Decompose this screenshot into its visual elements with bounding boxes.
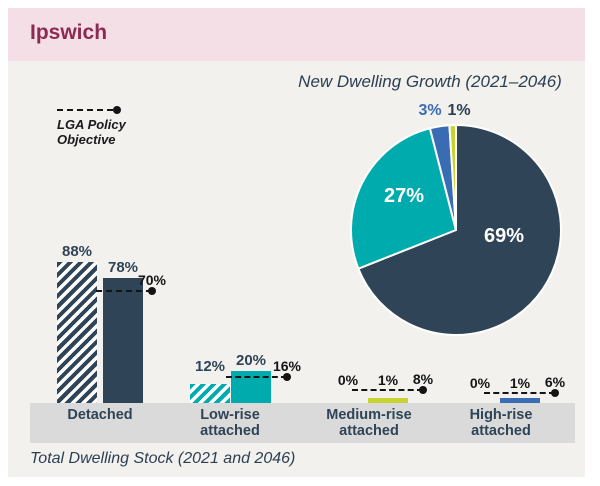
- category-label-low-rise-attached: Low-rise attached: [200, 407, 260, 439]
- value-label-detached-2046: 78%: [107, 259, 139, 276]
- pie-slice-detached: [357, 124, 562, 336]
- value-label-high-rise-attached-2046: 1%: [509, 375, 531, 391]
- policy-label-detached: 70%: [137, 272, 167, 288]
- category-label-detached: Detached: [67, 407, 133, 423]
- pie-chart-svg: [350, 124, 562, 336]
- pie-label-medium-rise-attached: 1%: [447, 102, 471, 119]
- policy-line-low-rise-attached: [226, 376, 287, 378]
- value-label-high-rise-attached-2021: 0%: [469, 375, 491, 391]
- bar-detached-2046: [103, 278, 143, 403]
- policy-label-high-rise-attached: 6%: [544, 374, 566, 390]
- pie-slice-low-rise-attached: [350, 127, 457, 270]
- pie-chart: [346, 120, 566, 340]
- policy-legend-label: LGA Policy Objective: [57, 117, 126, 147]
- policy-label-low-rise-attached: 16%: [272, 358, 302, 374]
- value-label-detached-2021: 88%: [61, 243, 93, 260]
- header-band: Ipswich: [8, 8, 585, 61]
- pie-label-detached: 69%: [483, 225, 525, 247]
- pie-slice-medium-rise-attached: [448, 124, 457, 231]
- policy-dot-low-rise-attached: [283, 373, 291, 381]
- policy-line-detached: [96, 290, 152, 292]
- policy-label-medium-rise-attached: 8%: [412, 371, 434, 387]
- policy-line-medium-rise-attached: [352, 389, 423, 391]
- policy-line-high-rise-attached: [484, 392, 555, 394]
- policy-dot-high-rise-attached: [551, 389, 559, 397]
- bar-detached-2021: [57, 262, 97, 403]
- bar-high-rise-attached-2046: [500, 398, 540, 403]
- policy-legend-label-line1: LGA Policy: [57, 117, 126, 132]
- policy-legend-label-line2: Objective: [57, 132, 116, 147]
- policy-dot-detached: [148, 287, 156, 295]
- value-label-medium-rise-attached-2021: 0%: [337, 372, 359, 388]
- bar-chart-title: Total Dwelling Stock (2021 and 2046): [30, 450, 296, 467]
- category-axis-strip: [30, 403, 575, 443]
- value-label-low-rise-attached-2021: 12%: [194, 358, 226, 375]
- policy-legend-dash-line: [57, 109, 113, 111]
- pie-label-low-rise-attached: 27%: [383, 185, 425, 207]
- pie-label-high-rise-attached: 3%: [418, 102, 442, 119]
- page-title: Ipswich: [30, 21, 108, 44]
- policy-legend-dot-icon: [113, 106, 121, 114]
- bar-low-rise-attached-2021: [190, 384, 230, 403]
- policy-dot-medium-rise-attached: [419, 386, 427, 394]
- value-label-medium-rise-attached-2046: 1%: [377, 372, 399, 388]
- bar-medium-rise-attached-2046: [368, 398, 408, 403]
- pie-chart-title: New Dwelling Growth (2021–2046): [298, 72, 562, 91]
- category-label-medium-rise-attached: Medium-rise attached: [326, 407, 412, 439]
- value-label-low-rise-attached-2046: 20%: [235, 352, 267, 369]
- category-label-high-rise-attached: High-rise attached: [469, 407, 533, 439]
